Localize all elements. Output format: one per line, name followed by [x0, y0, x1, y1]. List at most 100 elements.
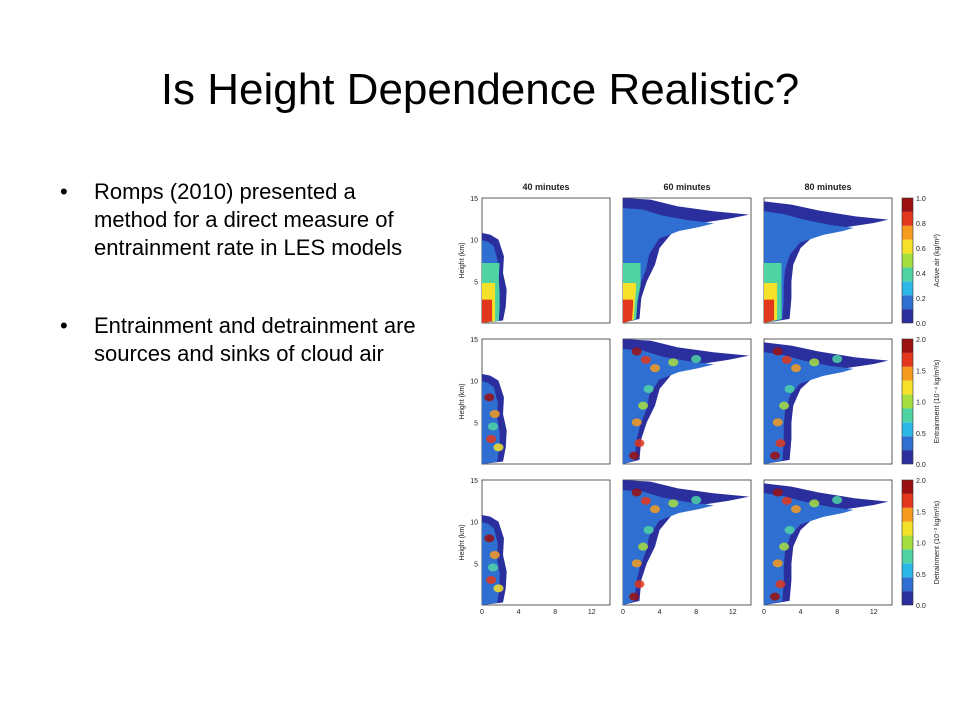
hotspot	[486, 435, 497, 443]
hotspot	[691, 355, 702, 363]
colorbar-swatch	[902, 535, 913, 550]
colorbar-label: Active air (kg/m³)	[934, 234, 941, 287]
cloud-region	[623, 349, 714, 464]
hotspot	[628, 592, 639, 601]
x-tick-label: 0	[621, 609, 625, 616]
hotspot	[791, 505, 801, 514]
colorbar-swatch	[902, 480, 913, 494]
cloud-region	[764, 211, 854, 323]
hotspot	[643, 526, 654, 534]
hotspot	[484, 534, 495, 543]
colorbar-tick: 2.0	[916, 478, 926, 485]
colorbar-swatch	[902, 422, 913, 437]
colorbar-swatch	[902, 563, 913, 578]
colorbar-frame	[901, 479, 914, 606]
colorbar-swatch	[902, 380, 913, 395]
hotspot	[489, 551, 500, 559]
hotspot	[769, 451, 780, 460]
colorbar-swatch	[902, 281, 913, 296]
x-tick-label: 12	[588, 609, 596, 616]
colorbar-swatch	[902, 394, 913, 409]
colorbar-swatch	[902, 366, 913, 381]
colorbar-tick: 0.0	[916, 462, 926, 469]
colorbar-tick: 1.0	[916, 541, 926, 548]
colorbar-swatch	[902, 436, 913, 451]
colorbar-tick: 1.5	[916, 509, 926, 516]
colorbar-swatch	[902, 295, 913, 310]
y-tick-label: 10	[470, 520, 478, 527]
colorbar-tick: 1.5	[916, 368, 926, 375]
hotspot	[779, 401, 790, 410]
x-tick-label: 8	[553, 609, 557, 616]
hotspot	[631, 347, 642, 356]
column-title: 80 minutes	[804, 182, 851, 192]
cloud-region	[482, 381, 500, 464]
x-tick-label: 8	[835, 609, 839, 616]
colorbar-label: Entrainment (10⁻⁴ kg/m³/s)	[934, 360, 941, 444]
hotspot	[484, 393, 495, 402]
hotspot	[638, 401, 649, 410]
hotspot	[772, 418, 783, 427]
colorbar-swatch	[902, 225, 913, 240]
colorbar-tick: 2.0	[916, 337, 926, 344]
hotspot	[668, 499, 679, 508]
y-tick-label: 5	[474, 561, 478, 568]
y-tick-label: 15	[470, 337, 478, 344]
colorbar-tick: 0.2	[916, 296, 926, 303]
hotspot	[634, 580, 645, 589]
y-tick-label: 10	[470, 379, 478, 386]
hotspot	[493, 443, 504, 452]
column-title: 40 minutes	[522, 182, 569, 192]
bullet-item: • Romps (2010) presented a method for a …	[60, 178, 432, 262]
colorbar-tick: 0.6	[916, 246, 926, 253]
colorbar-swatch	[902, 239, 913, 254]
y-axis-label: Height (km)	[459, 242, 466, 278]
colorbar-tick: 0.0	[916, 603, 926, 610]
cloud-region	[764, 493, 854, 605]
hotspot	[487, 422, 498, 431]
hotspot	[772, 347, 783, 356]
bullet-icon: •	[60, 313, 68, 338]
colorbar-frame	[901, 338, 914, 465]
colorbar-frame	[901, 197, 914, 324]
hotspot	[784, 526, 795, 534]
colorbar-tick: 1.0	[916, 400, 926, 407]
hotspot	[775, 439, 786, 448]
hotspot	[493, 584, 504, 593]
hotspot	[769, 592, 780, 601]
bullet-text: Entrainment and detrainment are sources …	[94, 313, 416, 366]
hotspot	[809, 358, 820, 367]
cloud-core	[623, 299, 634, 323]
hotspot	[781, 355, 792, 364]
hotspot	[772, 559, 783, 568]
colorbar-tick: 0.4	[916, 271, 926, 278]
colorbar-swatch	[902, 521, 913, 536]
column-title: 60 minutes	[663, 182, 710, 192]
hotspot	[832, 355, 843, 363]
hotspot	[487, 563, 498, 572]
colorbar-swatch	[902, 549, 913, 564]
hotspot	[631, 559, 642, 568]
y-tick-label: 15	[470, 196, 478, 203]
x-tick-label: 8	[694, 609, 698, 616]
y-tick-label: 5	[474, 420, 478, 427]
hotspot	[640, 496, 651, 505]
bullet-list: • Romps (2010) presented a method for a …	[60, 178, 432, 368]
cloud-core	[764, 299, 775, 323]
slide-title: Is Height Dependence Realistic?	[160, 65, 800, 114]
hotspot	[809, 499, 820, 508]
hotspot	[486, 576, 497, 584]
hotspot	[784, 385, 795, 393]
hotspot	[691, 496, 702, 504]
y-tick-label: 5	[474, 279, 478, 286]
hotspot	[668, 358, 679, 367]
colorbar-swatch	[902, 253, 913, 268]
x-tick-label: 4	[517, 609, 521, 616]
hotspot	[779, 542, 790, 551]
colorbar-label: Detrainment (10⁻³ kg/m³/s)	[934, 501, 941, 584]
cloud-core	[482, 299, 493, 323]
colorbar-swatch	[902, 211, 913, 226]
colorbar-swatch	[902, 339, 913, 353]
colorbar-swatch	[902, 493, 913, 508]
x-tick-label: 4	[658, 609, 662, 616]
